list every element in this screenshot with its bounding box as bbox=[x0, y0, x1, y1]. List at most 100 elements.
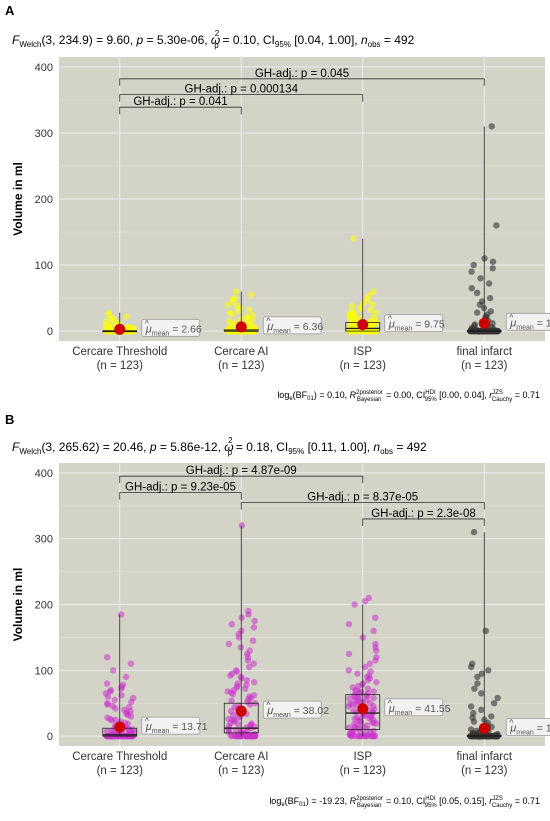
x-tick-label: ISP bbox=[353, 751, 372, 763]
data-point bbox=[485, 667, 492, 674]
text-part: [0.04, 1.00], bbox=[291, 33, 361, 47]
text-part: [0.11, 1.00], bbox=[304, 440, 373, 454]
data-point bbox=[469, 660, 476, 667]
text-part: (3, 265.62) = 20.46, bbox=[41, 440, 149, 454]
mean-label-value: = 41.55 bbox=[412, 703, 450, 715]
mean-point bbox=[114, 721, 126, 733]
data-point bbox=[118, 611, 125, 618]
data-point bbox=[231, 294, 239, 302]
data-point bbox=[366, 660, 374, 667]
mean-label: μmean = 41.55 bbox=[388, 703, 451, 717]
mean-label-box bbox=[505, 717, 550, 736]
data-point bbox=[124, 323, 132, 331]
mean-label-mu: μ bbox=[509, 722, 516, 734]
mean-hat: ^ bbox=[509, 717, 514, 727]
data-point bbox=[243, 677, 251, 684]
mean-label-box bbox=[505, 312, 550, 331]
text-part: e bbox=[289, 396, 293, 402]
data-point bbox=[127, 660, 135, 667]
data-point bbox=[224, 301, 232, 308]
text-part: R bbox=[350, 796, 357, 806]
text-part: Bayesian bbox=[357, 803, 382, 809]
text-part: F bbox=[12, 33, 20, 47]
data-point bbox=[249, 637, 257, 644]
data-point bbox=[364, 685, 372, 692]
data-point bbox=[102, 318, 110, 325]
significance-label: GH-adj.: p = 2.3e-08 bbox=[371, 508, 476, 520]
data-point bbox=[228, 621, 236, 628]
mean-label-box bbox=[141, 318, 201, 337]
text-part: 2 bbox=[356, 796, 360, 802]
data-point bbox=[474, 680, 481, 687]
text-part: HDI bbox=[425, 390, 436, 396]
data-point bbox=[477, 275, 484, 282]
text-part: HDI bbox=[425, 796, 436, 802]
mean-label-sub: mean bbox=[152, 728, 170, 735]
data-point bbox=[373, 654, 380, 661]
data-point bbox=[373, 679, 380, 686]
mean-label-box bbox=[384, 698, 444, 717]
panel-label: A bbox=[5, 3, 15, 18]
data-point bbox=[350, 235, 357, 242]
data-point bbox=[345, 621, 353, 628]
data-point bbox=[238, 522, 246, 529]
text-part: 95% bbox=[288, 447, 304, 456]
mean-hat: ^ bbox=[388, 314, 393, 324]
mean-label-sub: mean bbox=[152, 330, 170, 337]
x-tick-count: (n = 123) bbox=[340, 765, 387, 777]
text-part: = 492 bbox=[381, 33, 415, 47]
x-tick-count: (n = 123) bbox=[218, 765, 265, 777]
text-part: ω bbox=[211, 33, 220, 47]
data-point bbox=[474, 673, 481, 681]
data-point bbox=[478, 298, 486, 305]
text-part: (3, 234.9) = 9.60, bbox=[41, 33, 136, 47]
text-part: obs bbox=[368, 40, 381, 49]
text-part: n bbox=[373, 440, 380, 454]
mean-label-sub: mean bbox=[395, 326, 413, 333]
mean-point bbox=[478, 722, 490, 734]
mean-label-value: = 38.02 bbox=[291, 705, 329, 717]
data-point bbox=[370, 688, 377, 695]
text-part: F bbox=[12, 440, 20, 454]
x-tick-count: (n = 123) bbox=[340, 360, 387, 372]
mean-label-mu: μ bbox=[145, 323, 152, 335]
y-tick-label: 100 bbox=[35, 260, 53, 272]
text-part: Welch bbox=[19, 40, 41, 49]
y-tick-label: 300 bbox=[35, 534, 53, 546]
data-point bbox=[251, 679, 258, 686]
data-point bbox=[103, 728, 111, 735]
text-part: p bbox=[228, 448, 233, 457]
data-point bbox=[246, 663, 253, 671]
significance-label: GH-adj.: p = 0.041 bbox=[133, 96, 227, 108]
data-point bbox=[250, 692, 258, 699]
data-point bbox=[109, 702, 116, 710]
data-point bbox=[489, 265, 496, 272]
mean-label-sub: mean bbox=[395, 710, 413, 717]
data-point bbox=[474, 309, 481, 316]
text-part: = 0.71 bbox=[512, 390, 540, 400]
text-part: Welch bbox=[19, 447, 41, 456]
mean-label-box bbox=[141, 716, 201, 735]
mean-hat: ^ bbox=[266, 700, 271, 710]
text-part: Cauchy bbox=[492, 803, 512, 809]
text-part: ω bbox=[224, 440, 233, 454]
y-tick-label: 200 bbox=[35, 600, 53, 612]
mean-label-sub: mean bbox=[273, 712, 291, 719]
data-point bbox=[228, 697, 235, 704]
data-point bbox=[361, 663, 369, 671]
group-cercare-ai: μmean = 38.02^ bbox=[223, 522, 329, 740]
data-point bbox=[485, 280, 493, 287]
data-point bbox=[346, 695, 353, 702]
data-point bbox=[226, 309, 233, 316]
text-part: 95% bbox=[275, 40, 291, 49]
significance-bracket bbox=[119, 492, 242, 500]
x-tick-label: final infarct bbox=[456, 346, 512, 358]
data-point bbox=[111, 696, 119, 704]
data-point bbox=[349, 684, 356, 691]
data-point bbox=[249, 317, 256, 324]
panel-label: B bbox=[5, 412, 14, 427]
mean-label-box bbox=[384, 314, 444, 333]
text-part: p bbox=[149, 440, 157, 454]
